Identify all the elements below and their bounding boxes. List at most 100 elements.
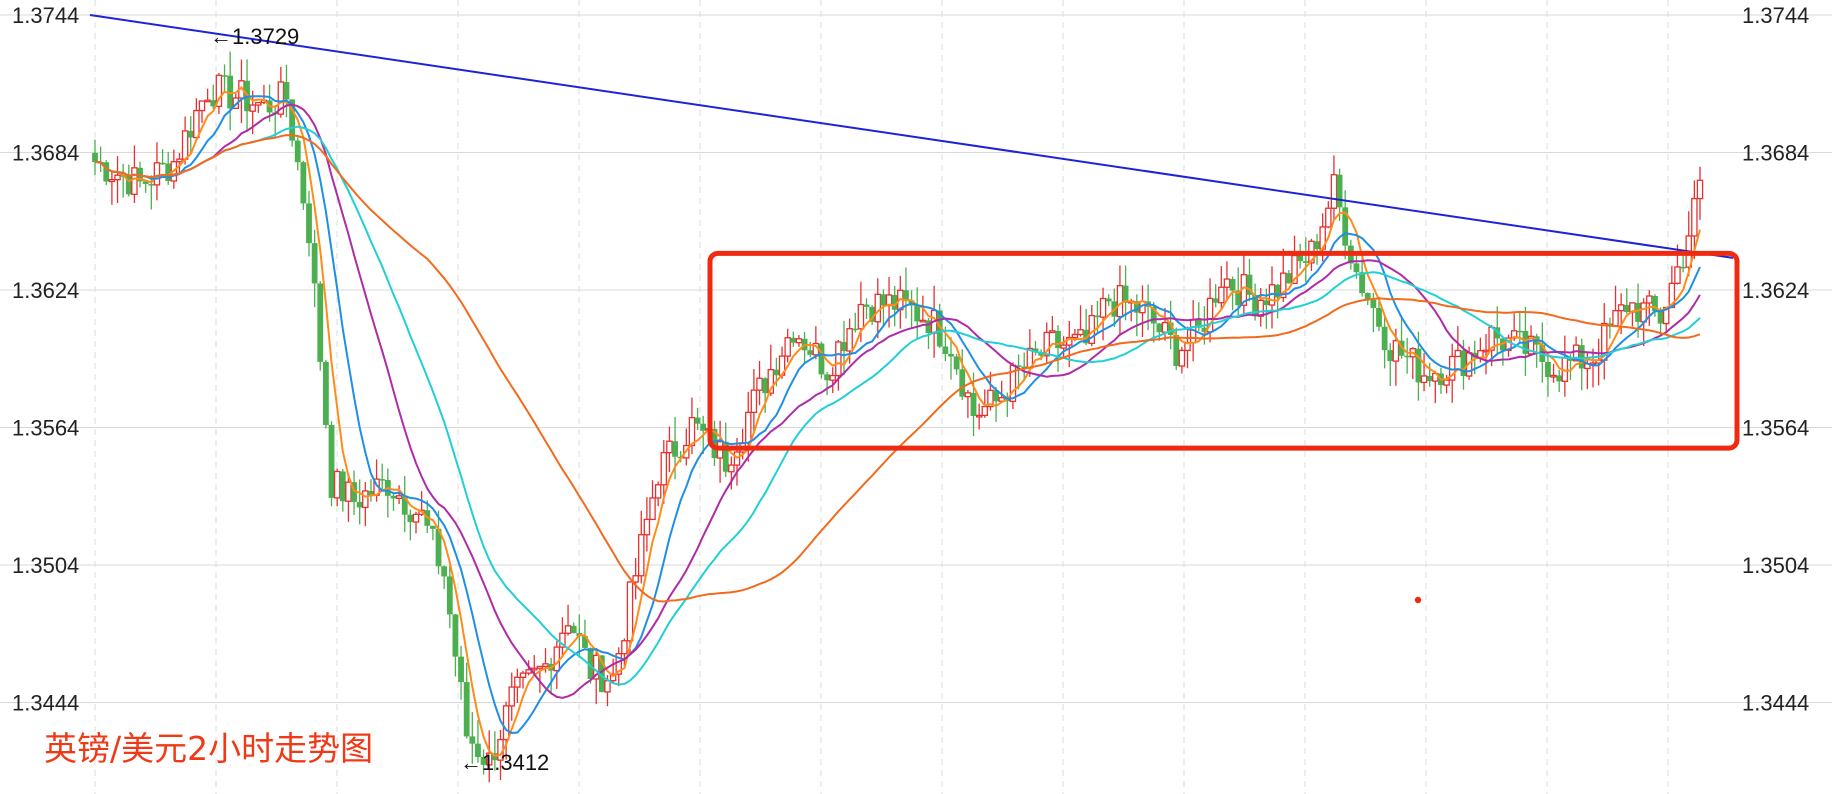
y-tick-label-left: 1.3444 <box>12 691 79 716</box>
candle-body-up <box>660 452 668 486</box>
candle-body-up <box>395 495 403 500</box>
candle-body-down <box>1032 348 1039 353</box>
candle-body-down <box>1212 298 1219 303</box>
candle-body-up <box>542 663 549 668</box>
candle-body-down <box>1370 299 1377 308</box>
candle-body-down <box>1387 350 1394 362</box>
range-box <box>707 250 1740 451</box>
y-tick-label-left: 1.3744 <box>12 3 79 28</box>
candle-body-up <box>1178 349 1186 367</box>
candle-body-down <box>446 576 453 615</box>
candle-body-up <box>795 338 803 344</box>
candle-body-down <box>993 390 999 402</box>
candle-body-down <box>1133 301 1140 313</box>
candle-body-up <box>1646 295 1653 304</box>
candle-body-up <box>654 484 662 499</box>
candle-body-down <box>1426 375 1433 382</box>
candle-body-up <box>987 389 994 408</box>
candle-body-down <box>1021 366 1028 369</box>
candle-body-down <box>1263 300 1270 306</box>
candle-body-down <box>351 482 357 502</box>
candle-body-down <box>1404 355 1411 358</box>
candle-body-up <box>153 162 161 186</box>
candle-body-down <box>317 283 324 362</box>
candle-body-down <box>1376 307 1382 327</box>
candle-body-down <box>435 528 442 567</box>
y-tick-label-right: 1.3564 <box>1742 416 1809 441</box>
candle-body-down <box>148 184 155 186</box>
candle-body-down <box>1657 311 1664 324</box>
candle-body-up <box>728 464 735 473</box>
candle-body-up <box>1674 266 1681 284</box>
candle-body-down <box>1274 284 1281 298</box>
candle-body-down <box>1635 302 1641 322</box>
candle-body-up <box>750 389 758 414</box>
candle-body-down <box>1415 348 1422 383</box>
candle-body-up <box>1505 337 1512 351</box>
candle-body-up <box>1330 174 1338 209</box>
candle-body-down <box>300 162 307 204</box>
candle-body-down <box>92 152 98 163</box>
candle-body-up <box>846 328 853 352</box>
candle-body-down <box>1606 323 1613 326</box>
candle-body-up <box>981 405 989 417</box>
candle-body-down <box>390 495 397 499</box>
candle-body-up <box>559 632 566 648</box>
candle-body-down <box>869 306 876 322</box>
candle-body-down <box>807 350 814 355</box>
candle-body-down <box>925 320 932 334</box>
candle-body-up <box>756 377 763 391</box>
trendline <box>89 14 1734 259</box>
candle-body-up <box>643 518 651 536</box>
candle-body-down <box>1173 334 1180 367</box>
candle-body-up <box>362 490 369 509</box>
candle-body-down <box>463 682 470 737</box>
candle-body-up <box>1572 344 1580 362</box>
candle-body-up <box>975 414 983 418</box>
candle-body-down <box>1567 357 1574 361</box>
candle-body-down <box>458 656 464 683</box>
low-annotation: ←1.3412 <box>460 750 549 775</box>
candle-body-down <box>379 479 386 481</box>
red-dot-marker <box>1414 596 1422 604</box>
candle-body-down <box>587 647 594 679</box>
candle-body-down <box>1195 319 1202 328</box>
candle-body-up <box>767 369 775 394</box>
candle-body-up <box>1443 379 1450 386</box>
candle-body-up <box>531 667 538 671</box>
candle-body-up <box>1617 304 1625 312</box>
candle-body-up <box>1691 197 1698 237</box>
candle-body-up <box>745 411 752 444</box>
candle-body-up <box>874 293 882 323</box>
candle-body-down <box>1156 323 1163 333</box>
candle-body-down <box>1652 295 1658 312</box>
candle-body-up <box>131 167 138 195</box>
candle-body-up <box>536 665 544 669</box>
candle-body-down <box>790 337 797 343</box>
y-tick-label-right: 1.3624 <box>1742 278 1809 303</box>
candle-body-up <box>181 130 189 160</box>
ma-5-line <box>94 86 1701 757</box>
candle-body-up <box>564 625 572 634</box>
ma-20-line <box>94 103 1701 699</box>
candle-body-down <box>863 304 870 307</box>
candle-body-up <box>1257 299 1264 317</box>
y-tick-label-right: 1.3684 <box>1742 141 1809 166</box>
candle-body-up <box>519 672 527 678</box>
candle-body-down <box>1038 352 1045 356</box>
candle-body-down <box>700 423 707 431</box>
candle-body-down <box>1578 345 1585 369</box>
candle-body-down <box>452 614 459 657</box>
candle-body-down <box>762 378 769 394</box>
candle-body-up <box>198 100 206 112</box>
candle-body-down <box>1680 266 1687 269</box>
candle-body-down <box>103 162 110 182</box>
candle-body-down <box>1364 293 1371 300</box>
candle-body-up <box>919 319 927 323</box>
candle-body-down <box>1460 350 1467 377</box>
candle-body-up <box>857 303 865 330</box>
candle-body-down <box>959 369 966 397</box>
y-tick-label-left: 1.3684 <box>12 141 79 166</box>
candle-body-up <box>1116 285 1124 318</box>
